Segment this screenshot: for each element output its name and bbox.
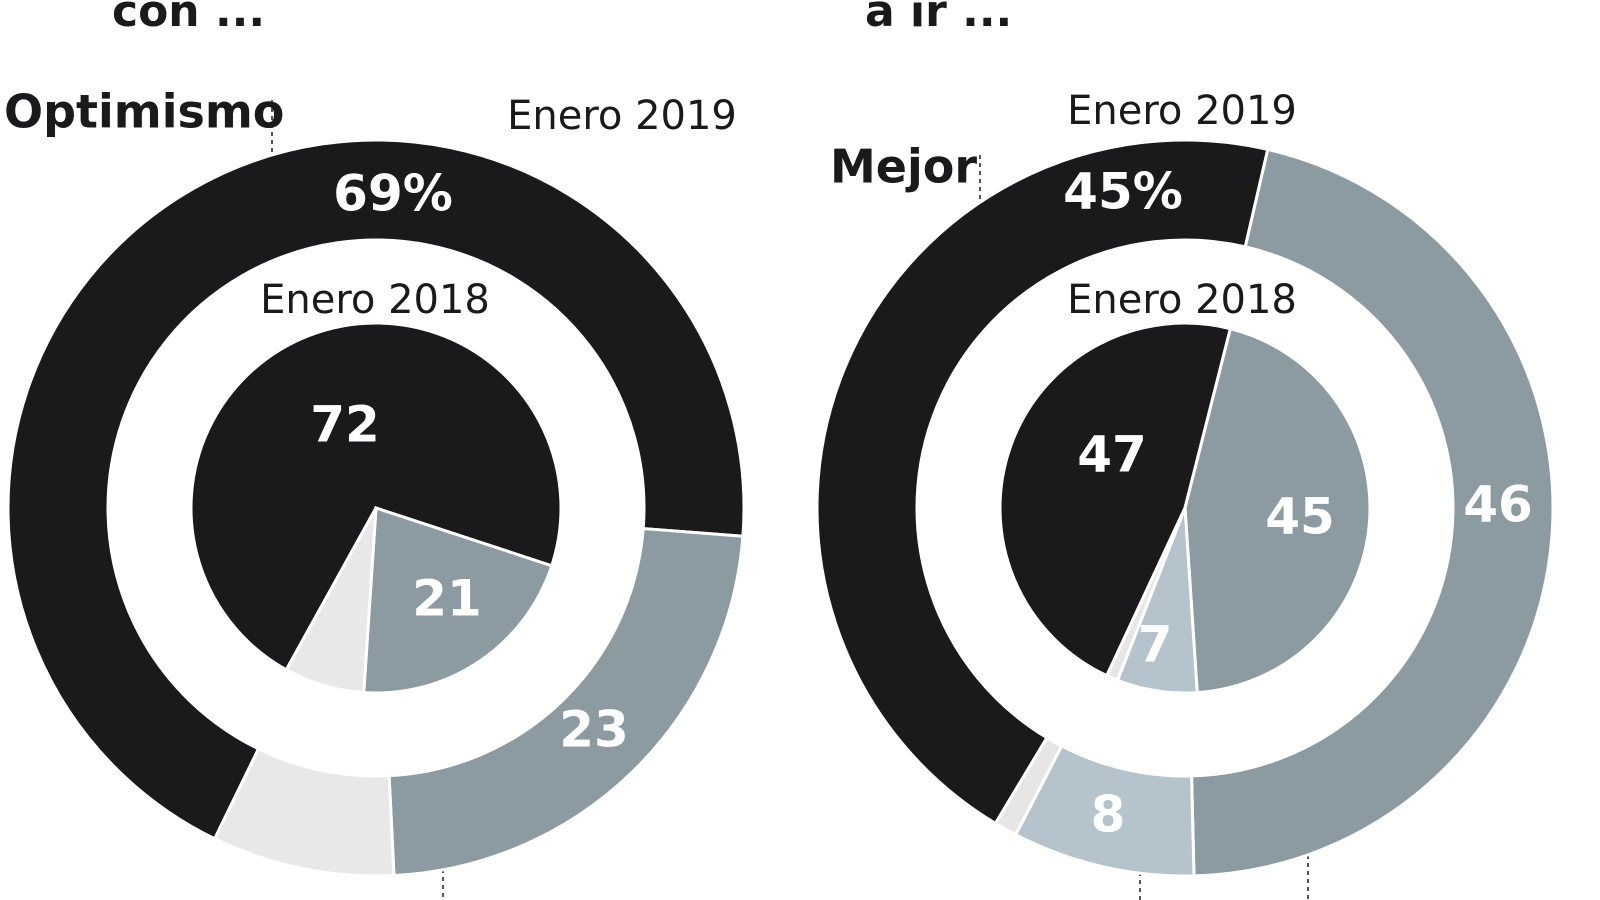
ring-label: Enero 2019 xyxy=(1067,88,1297,134)
chart-title: con ... xyxy=(112,0,265,37)
value-label: 8 xyxy=(1091,786,1126,844)
pie-slice xyxy=(1183,326,1372,695)
value-label: 45% xyxy=(1063,163,1183,221)
value-label: 21 xyxy=(412,570,482,628)
ring-segment xyxy=(212,746,396,878)
ring-segment xyxy=(6,138,746,841)
ring-label: Enero 2018 xyxy=(260,277,490,323)
value-label: 7 xyxy=(1138,616,1173,674)
ring-label: Enero 2019 xyxy=(507,93,737,139)
annotation: Optimismo xyxy=(4,85,284,139)
value-label: 69% xyxy=(333,165,453,223)
ring-label: Enero 2018 xyxy=(1067,277,1297,323)
value-label: 23 xyxy=(559,701,629,759)
pie-slice xyxy=(362,505,554,695)
value-label: 45 xyxy=(1265,488,1335,546)
ring-segment xyxy=(1190,147,1555,878)
value-label: 47 xyxy=(1077,426,1147,484)
pie-slice xyxy=(998,321,1233,678)
ring-segment xyxy=(993,735,1064,837)
pie-slice xyxy=(284,507,378,695)
ring-segment xyxy=(815,138,1270,826)
pie-slice xyxy=(1104,507,1187,683)
chart-title: a ir ... xyxy=(865,0,1012,37)
annotation: Mejor xyxy=(830,140,977,194)
ring-segment xyxy=(387,526,745,878)
pie-slice xyxy=(189,321,563,672)
value-label: 46 xyxy=(1463,476,1533,534)
value-label: 72 xyxy=(310,396,380,454)
